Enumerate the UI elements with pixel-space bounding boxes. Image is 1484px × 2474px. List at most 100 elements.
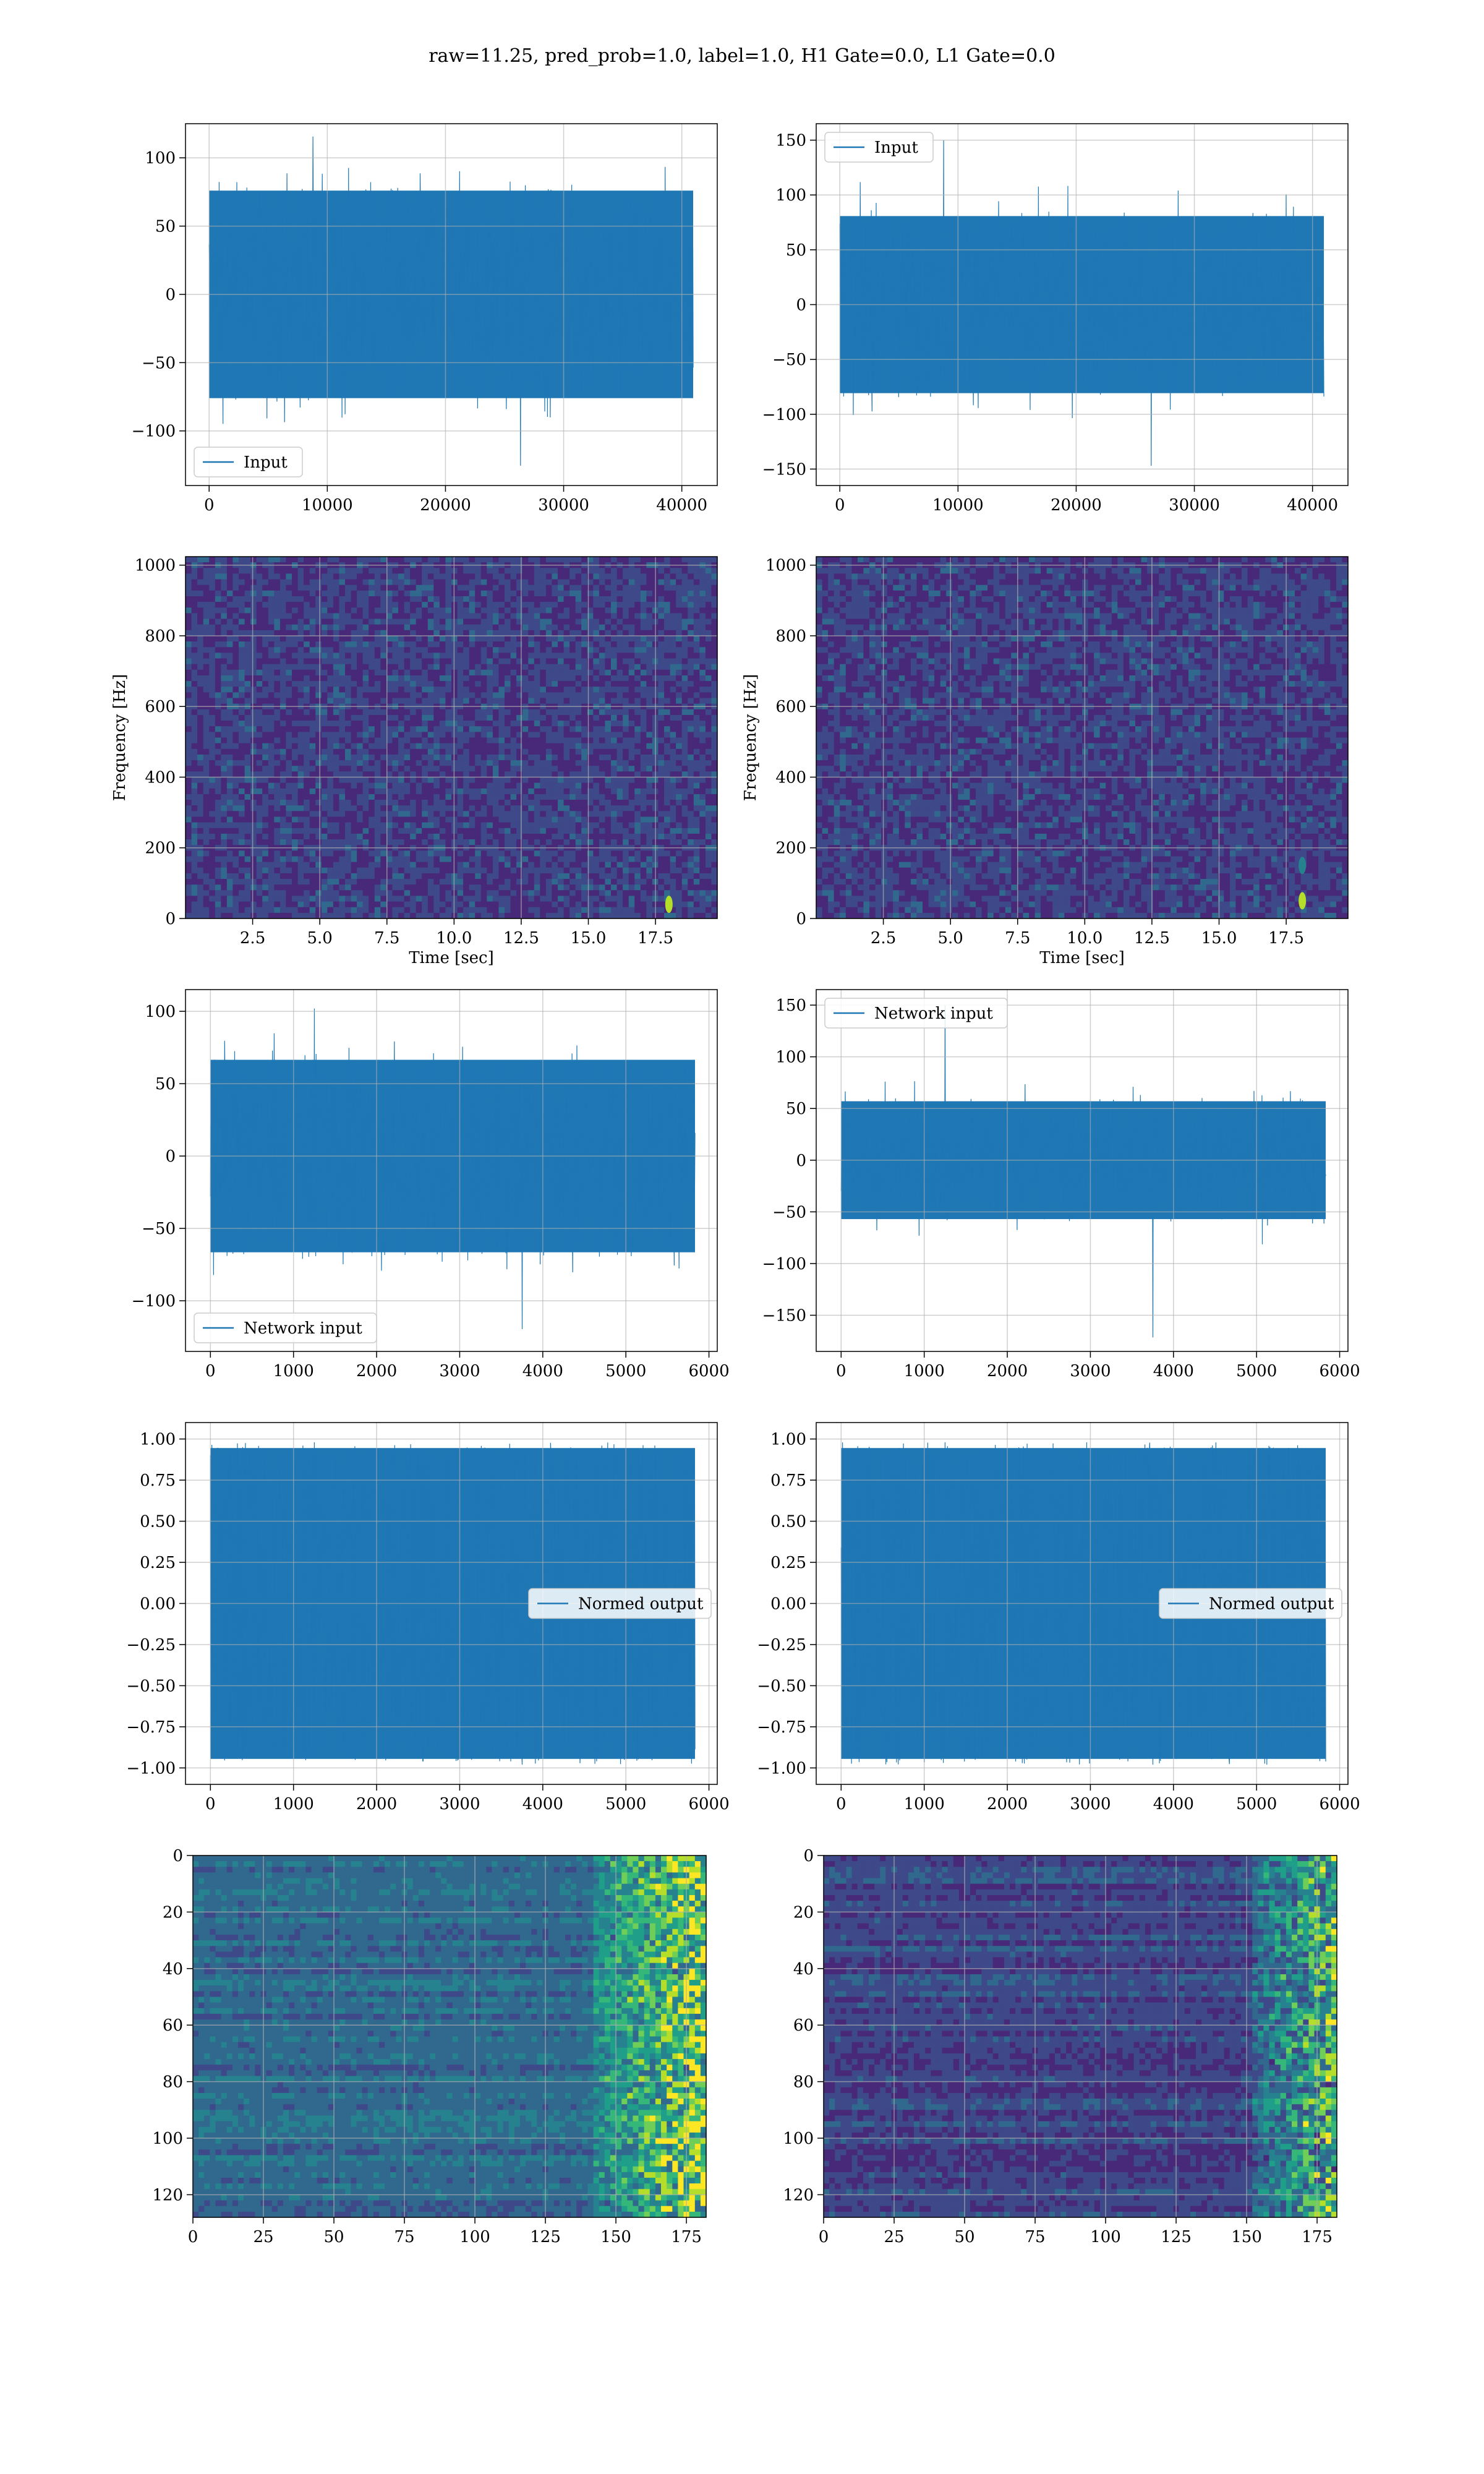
input_h1-ytick-4: 100 — [145, 149, 176, 168]
spec_h1-xtick-3: 10.0 — [436, 929, 472, 948]
normed_h1-ytick-7: 0.75 — [140, 1471, 176, 1490]
input_h1-ytick-1: −50 — [142, 354, 176, 372]
net_l1-ytick-1: −100 — [762, 1255, 806, 1273]
feat_h1-ytick-3: 60 — [163, 2016, 183, 2035]
input_l1-ytick-0: −150 — [762, 460, 806, 479]
normed_h1-ytick-6: 0.50 — [140, 1513, 176, 1531]
net_l1-frame — [816, 989, 1349, 1352]
spec_l1-hotspot-1 — [1298, 857, 1307, 875]
normed_h1-ytick-4: 0.00 — [140, 1595, 176, 1614]
feat_l1-xtick-1: 25 — [884, 2228, 904, 2246]
net_l1-axes: 0 1000 2000 3000 4000 5000 6000 −150 −100 −50 0 50 1… — [762, 990, 1360, 1380]
normed_h1-ytick-0: −1.00 — [126, 1759, 176, 1778]
net_h1-panel: 0 1000 2000 3000 4000 5000 6000 −100 −50 0 50 100 Ne… — [132, 989, 730, 1380]
input_h1-ytick-3: 50 — [155, 218, 176, 236]
net_l1-xtick-0: 0 — [836, 1362, 846, 1380]
normed_l1-ytick-1: −0.75 — [757, 1718, 806, 1737]
normed_l1-axes: 0 1000 2000 3000 4000 5000 6000 −1.00 −0.75 −0.50… — [757, 1423, 1360, 1813]
spec_l1-ytick-1: 200 — [775, 839, 806, 858]
input_h1-axes: 0 10000 20000 30000 40000 −100 −50 0 50 100 — [132, 124, 717, 515]
feat_l1-frame — [823, 1855, 1337, 2218]
net_h1-xtick-4: 4000 — [522, 1362, 563, 1380]
spec_h1-hotspot-0 — [665, 896, 673, 914]
input_l1-xtick-2: 20000 — [1051, 496, 1102, 515]
normed_h1-ytick-1: −0.75 — [126, 1718, 176, 1737]
spec_l1-ytick-0: 0 — [796, 910, 806, 928]
feat_l1-ytick-4: 80 — [793, 2073, 814, 2092]
net_l1-xtick-1: 1000 — [904, 1362, 945, 1380]
spec_h1-frame — [185, 556, 718, 919]
input_h1-ytick-2: 0 — [165, 286, 176, 304]
feat_h1-xtick-1: 25 — [253, 2228, 273, 2246]
spec_l1-xtick-5: 15.0 — [1201, 929, 1237, 948]
normed_l1-ytick-5: 0.25 — [770, 1554, 806, 1572]
normed_h1-ytick-5: 0.25 — [140, 1554, 176, 1572]
input_l1-legend-label: Input — [874, 139, 918, 157]
spec_l1-xtick-4: 12.5 — [1134, 929, 1170, 948]
feat_h1-xtick-5: 125 — [530, 2228, 561, 2246]
normed_l1-frame — [816, 1422, 1349, 1785]
normed_l1-legend: Normed output — [1159, 1588, 1342, 1619]
input_l1-xtick-3: 30000 — [1169, 496, 1220, 515]
input_l1-panel: 0 10000 20000 30000 40000 −150 −100 −50 0 50 100 15… — [762, 123, 1349, 515]
net_h1-ytick-0: −100 — [132, 1292, 176, 1311]
feat_h1-ytick-0: 0 — [173, 1847, 183, 1865]
normed_l1-xtick-1: 1000 — [904, 1795, 945, 1813]
net_l1-ytick-5: 100 — [775, 1048, 806, 1067]
feat_h1-xtick-7: 175 — [671, 2228, 702, 2246]
normed_h1-xtick-4: 4000 — [522, 1795, 563, 1813]
normed_l1-xtick-6: 6000 — [1319, 1795, 1360, 1813]
spec_h1-xtick-2: 7.5 — [374, 929, 399, 948]
normed_h1-ytick-2: −0.50 — [126, 1677, 176, 1695]
spec_h1-ytick-2: 400 — [145, 768, 176, 787]
spec_l1-hotspot-0 — [1298, 892, 1307, 910]
feat_l1-axes: 0 25 50 75 100 125 150 175 0 20 40 60 80 100 120 — [783, 1847, 1337, 2246]
net_l1-legend: Network input — [824, 998, 1008, 1029]
feat_h1-panel: 0 25 50 75 100 125 150 175 0 20 40 60 80 100 120 — [152, 1847, 707, 2246]
normed_l1-ytick-0: −1.00 — [757, 1759, 806, 1778]
spec_l1-xtick-6: 17.5 — [1268, 929, 1304, 948]
net_h1-ytick-2: 0 — [165, 1147, 176, 1166]
normed_h1-legend-label: Normed output — [578, 1595, 704, 1614]
feat_l1-ytick-2: 40 — [793, 1960, 814, 1979]
spec_h1-ytick-1: 200 — [145, 839, 176, 858]
normed_l1-ytick-4: 0.00 — [770, 1595, 806, 1614]
net_l1-ytick-4: 50 — [786, 1100, 806, 1118]
input_l1-ytick-5: 100 — [775, 186, 806, 205]
normed_h1-xtick-6: 6000 — [688, 1795, 729, 1813]
spec_h1-ytick-4: 800 — [145, 627, 176, 646]
spec_l1-cells — [816, 557, 1349, 919]
net_h1-xtick-0: 0 — [205, 1362, 216, 1380]
feat_h1-cells — [193, 1856, 707, 2218]
feat_h1-xtick-4: 100 — [459, 2228, 490, 2246]
net_l1-panel: 0 1000 2000 3000 4000 5000 6000 −150 −100 −50 0 50 1… — [762, 989, 1360, 1380]
feat_l1-xtick-6: 150 — [1231, 2228, 1262, 2246]
normed_l1-ytick-8: 1.00 — [770, 1431, 806, 1449]
feat_l1-xtick-2: 50 — [954, 2228, 974, 2246]
spec_h1-ylabel: Frequency [Hz] — [111, 674, 129, 802]
spec_h1-xtick-4: 12.5 — [503, 929, 539, 948]
spec_h1-xtick-5: 15.0 — [571, 929, 607, 948]
input_l1-ytick-4: 50 — [786, 241, 806, 260]
spec_h1-xtick-0: 2.5 — [240, 929, 265, 948]
normed_l1-ytick-6: 0.50 — [770, 1513, 806, 1531]
spec_l1-xlabel: Time [sec] — [1039, 949, 1125, 967]
spec_l1-frame — [816, 556, 1349, 919]
input_h1-xtick-3: 30000 — [538, 496, 589, 515]
spec_h1-xtick-1: 5.0 — [307, 929, 332, 948]
normed_l1-xtick-3: 3000 — [1070, 1795, 1111, 1813]
normed_h1-axes: 0 1000 2000 3000 4000 5000 6000 −1.00 −0.75 −0.50… — [126, 1423, 730, 1813]
spec_l1-xtick-3: 10.0 — [1067, 929, 1102, 948]
input_h1-panel: 0 10000 20000 30000 40000 −100 −50 0 50 100 Input — [132, 123, 718, 515]
feat_l1-ytick-0: 0 — [803, 1847, 814, 1865]
feat_h1-ytick-2: 40 — [163, 1960, 183, 1979]
input_l1-xtick-1: 10000 — [932, 496, 984, 515]
normed_h1-xtick-0: 0 — [205, 1795, 216, 1813]
spec_h1-ytick-3: 600 — [145, 698, 176, 716]
input_h1-xtick-1: 10000 — [302, 496, 353, 515]
input_l1-xtick-0: 0 — [835, 496, 845, 515]
spec_l1-ytick-4: 800 — [775, 627, 806, 646]
spec_l1-ytick-3: 600 — [775, 698, 806, 716]
input_l1-ytick-2: −50 — [772, 351, 806, 369]
